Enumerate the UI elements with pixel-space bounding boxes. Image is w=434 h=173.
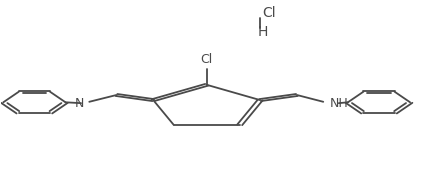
Text: H: H — [257, 25, 267, 39]
Text: NH: NH — [329, 97, 347, 110]
Text: Cl: Cl — [200, 53, 212, 66]
Text: Cl: Cl — [261, 6, 275, 20]
Text: N: N — [75, 97, 84, 110]
